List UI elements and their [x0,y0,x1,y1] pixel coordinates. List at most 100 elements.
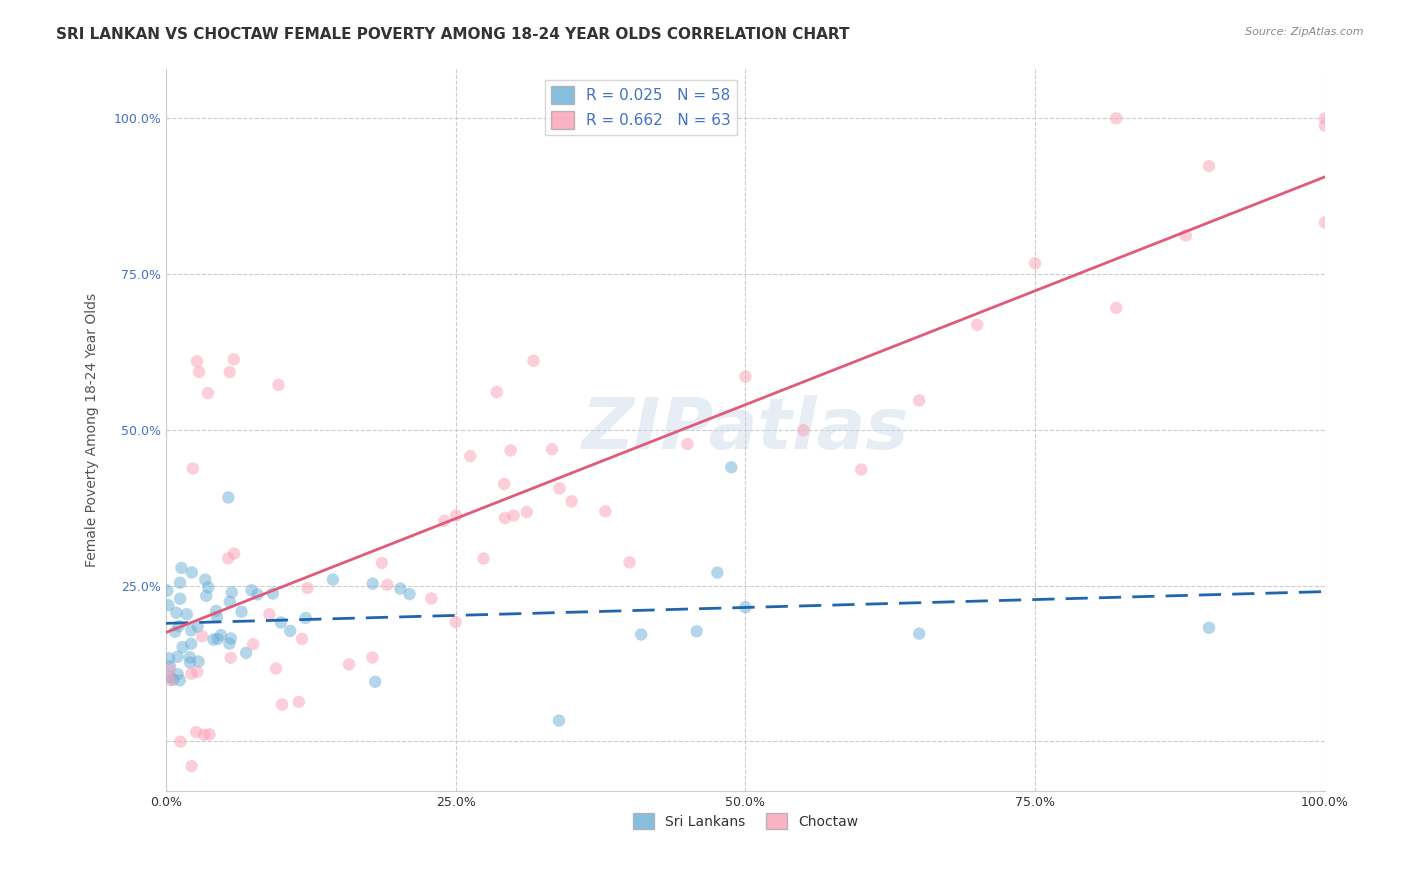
Point [541,442,564,457]
Point [734,369,756,384]
Point [499,443,522,458]
Point [166,667,188,681]
Point [218,365,240,379]
Point [1313,119,1336,133]
Point [1024,256,1046,270]
Point [180,624,202,638]
Point [322,573,344,587]
Point [191,629,214,643]
Point [202,632,225,647]
Point [169,575,191,590]
Point [444,615,467,629]
Point [676,437,699,451]
Point [186,665,208,679]
Point [595,504,617,518]
Point [172,640,194,654]
Point [420,591,443,606]
Point [217,551,239,566]
Point [180,759,202,773]
Point [364,674,387,689]
Point [209,628,232,642]
Point [1198,159,1220,173]
Point [472,551,495,566]
Y-axis label: Female Poverty Among 18-24 Year Olds: Female Poverty Among 18-24 Year Olds [86,293,100,567]
Point [561,494,583,508]
Point [389,582,412,596]
Point [361,576,384,591]
Point [207,632,229,646]
Point [157,598,180,612]
Point [170,561,193,575]
Point [193,728,215,742]
Point [157,663,180,677]
Point [398,587,420,601]
Point [1105,301,1128,315]
Point [235,646,257,660]
Point [522,353,544,368]
Point [270,615,292,630]
Point [908,393,931,408]
Point [267,377,290,392]
Point [188,365,211,379]
Point [162,673,184,687]
Legend: Sri Lankans, Choctaw: Sri Lankans, Choctaw [627,808,863,835]
Point [218,637,240,651]
Point [371,556,394,570]
Point [264,661,287,675]
Point [197,386,219,401]
Point [259,607,281,622]
Point [548,714,571,728]
Point [169,673,191,688]
Point [706,566,728,580]
Point [217,491,239,505]
Point [176,607,198,622]
Point [194,573,217,587]
Point [221,585,243,599]
Point [179,656,201,670]
Point [186,354,208,368]
Point [187,619,209,633]
Point [720,460,742,475]
Point [734,600,756,615]
Point [908,626,931,640]
Point [219,632,242,646]
Point [685,624,707,639]
Point [494,511,516,525]
Point [156,583,179,598]
Point [195,589,218,603]
Text: SRI LANKAN VS CHOCTAW FEMALE POVERTY AMONG 18-24 YEAR OLDS CORRELATION CHART: SRI LANKAN VS CHOCTAW FEMALE POVERTY AMO… [56,27,849,42]
Point [231,605,253,619]
Point [494,477,516,491]
Point [159,659,181,673]
Point [502,508,524,523]
Point [297,581,319,595]
Point [262,586,284,600]
Point [166,649,188,664]
Point [619,555,641,569]
Point [361,650,384,665]
Point [294,611,316,625]
Point [1198,621,1220,635]
Point [966,318,988,332]
Text: ZIPatlas: ZIPatlas [582,395,910,465]
Point [198,727,221,741]
Point [337,657,360,672]
Point [433,514,456,528]
Point [271,698,294,712]
Point [516,505,538,519]
Point [630,627,652,641]
Point [219,650,242,665]
Point [180,637,202,651]
Point [222,352,245,367]
Point [165,606,187,620]
Point [1313,215,1336,229]
Point [169,734,191,748]
Point [180,566,202,580]
Point [181,461,204,475]
Point [159,670,181,684]
Point [242,637,264,651]
Point [186,725,208,739]
Point [205,604,228,618]
Point [1105,112,1128,126]
Text: Source: ZipAtlas.com: Source: ZipAtlas.com [1246,27,1364,37]
